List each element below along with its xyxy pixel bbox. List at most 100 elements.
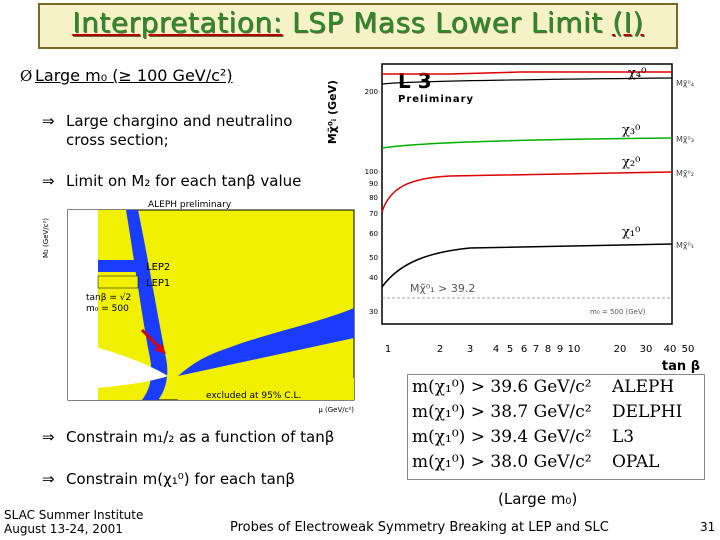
l3-annot: Mχ̃⁰₁ > 39.2 [410,282,475,295]
l3-right-label-4: Mχ̃⁰₄ [676,79,694,88]
l3-label-chi2: χ₂⁰ [622,155,640,170]
limit-val: > 38.7 GeV/c² [470,402,592,422]
l3-xtick-20: 20 [614,344,627,355]
l3-xtick-1: 1 [385,344,391,355]
aleph-legend-lep2-swatch [98,260,138,272]
l3-xlabel: tan β [662,359,700,374]
limit-exp: DELPHI [612,402,683,422]
l3-prelim: Preliminary [398,94,474,105]
bullet-arrow-1: ⇒ [42,112,55,130]
aleph-legend-lep1: LEP1 [146,278,170,289]
aleph-lep2-region-right [178,308,354,376]
title-box [38,3,678,49]
l3-xtick-5: 5 [507,344,513,355]
l3-ytick-30: 30 [369,308,378,316]
l3-xtick-9: 9 [557,344,563,355]
limit-row-opal: m(χ₁⁰) > 38.0 GeV/c² OPAL [412,452,659,472]
bullet-cross-section: Large chargino and neutralino cross sect… [66,112,292,150]
footer-page-number: 31 [700,520,716,534]
aleph-legend-lep2: LEP2 [146,262,170,273]
l3-ytick-90: 90 [369,180,378,188]
limit-lhs: m(χ₁⁰) [412,402,466,422]
l3-xtick-6: 6 [521,344,527,355]
l3-label-chi1: χ₁⁰ [622,225,640,240]
limit-row-delphi: m(χ₁⁰) > 38.7 GeV/c² DELPHI [412,402,682,422]
footer-inst-line1: SLAC Summer Institute [4,508,144,522]
l3-curve-chi3 [381,137,673,149]
l3-xtick-3: 3 [467,344,473,355]
title-part1: Interpretation: [72,6,283,39]
l3-curve-chi4 [382,71,672,75]
aleph-params2: m₀ = 500 [86,304,129,314]
limit-val: > 38.0 GeV/c² [470,452,592,472]
l3-xtick-30: 30 [640,344,653,355]
limit-lhs: m(χ₁⁰) [412,377,466,397]
l3-ytick-200: 200 [365,88,378,96]
aleph-unexcluded-lower [68,338,168,390]
l3-xtick-2: 2 [437,344,443,355]
aleph-params1: tanβ = √2 [86,292,131,303]
aleph-ylabel: M₂ (GeV/c²) [42,218,50,258]
l3-xtick-40: 40 [664,344,677,355]
bullet-cross-section-line1: Large chargino and neutralino [66,112,293,130]
l3-ytick-70: 70 [369,210,378,218]
footer-talk-title: Probes of Electroweak Symmetry Breaking … [230,520,609,535]
bullet-mark: Ø [20,67,33,85]
aleph-xlabel: μ (GeV/c²) [318,406,354,414]
footer-institute: SLAC Summer Institute August 13-24, 2001 [4,508,143,536]
l3-curve-chi1 [381,243,673,288]
aleph-lep1-region-right [178,376,354,400]
bullet-arrow-2: ⇒ [42,172,55,190]
limits-note: (Large m₀) [498,490,578,508]
l3-right-label-2: Mχ̃⁰₂ [676,169,694,178]
l3-ylabel: Mχ̃⁰ᵢ (GeV) [326,80,339,144]
l3-label-chi3: χ₃⁰ [622,123,640,138]
title-part3: (I) [612,6,644,39]
l3-m0: m₀ = 500 (GeV) [590,308,646,316]
l3-xtick-8: 8 [545,344,551,355]
l3-curve-chi4-dark [381,77,673,85]
l3-label-chi4: χ₄⁰ [628,66,646,81]
limits-table: m(χ₁⁰) > 39.6 GeV/c² ALEPH m(χ₁⁰) > 38.7… [407,374,705,480]
bullet-arrow-3: ⇒ [42,428,55,446]
l3-ytick-60: 60 [369,230,378,238]
limit-lhs: m(χ₁⁰) [412,452,466,472]
limit-exp: ALEPH [612,377,675,397]
l3-xtick-7: 7 [533,344,539,355]
bullet-constrain-chi1: Constrain m(χ₁⁰) for each tanβ [66,470,295,488]
l3-yticks: 200 100 90 80 70 60 50 40 30 [365,88,378,316]
footer-inst-line2: August 13-24, 2001 [4,522,123,536]
bullet-cross-section-line2: cross section; [66,131,169,149]
l3-right-label-1: Mχ̃⁰₁ [676,241,694,250]
aleph-title: ALEPH preliminary [148,200,232,210]
limit-lhs: m(χ₁⁰) [412,427,466,447]
slide-title: Interpretation: LSP Mass Lower Limit (I) [38,6,678,39]
bullet-large-m0: Large m₀ (≥ 100 GeV/c²) [35,66,233,85]
bullet-arrow-4: ⇒ [42,470,55,488]
l3-xtick-10: 10 [568,344,581,355]
limit-val: > 39.4 GeV/c² [470,427,592,447]
l3-right-label-3: Mχ̃⁰₃ [676,135,694,144]
limit-row-aleph: m(χ₁⁰) > 39.6 GeV/c² ALEPH [412,377,674,397]
l3-ytick-80: 80 [369,194,378,202]
l3-neutralino-chart: Mχ̃⁰ᵢ (GeV) L 3 Preliminary 200 100 90 8… [326,63,700,374]
aleph-legend-lep1-swatch [97,275,139,289]
limit-row-l3: m(χ₁⁰) > 39.4 GeV/c² L3 [412,427,634,447]
limit-exp: L3 [612,427,635,447]
bullet-limit-m2: Limit on M₂ for each tanβ value [66,172,302,190]
l3-right-labels: Mχ̃⁰₄ Mχ̃⁰₃ Mχ̃⁰₂ Mχ̃⁰₁ [676,79,694,250]
l3-xtick-50: 50 [682,344,695,355]
l3-xtick-4: 4 [493,344,499,355]
aleph-excluded: excluded at 95% C.L. [206,391,301,401]
limit-val: > 39.6 GeV/c² [470,377,592,397]
aleph-exclusion-plot: ALEPH preliminary M₂ (GeV/c²) LEP2 LEP1 … [42,200,355,414]
l3-ytick-50: 50 [369,254,378,262]
l3-logo: L 3 [398,69,432,93]
limit-exp: OPAL [612,452,660,472]
l3-ytick-100: 100 [365,168,378,176]
aleph-red-arrowhead [154,344,166,354]
l3-curve-chi2 [381,171,673,213]
bullet-constrain-m12: Constrain m₁/₂ as a function of tanβ [66,428,335,446]
l3-xticks: 1 2 3 4 5 6 7 8 9 10 20 30 40 50 [385,344,695,355]
l3-ytick-40: 40 [369,274,378,282]
